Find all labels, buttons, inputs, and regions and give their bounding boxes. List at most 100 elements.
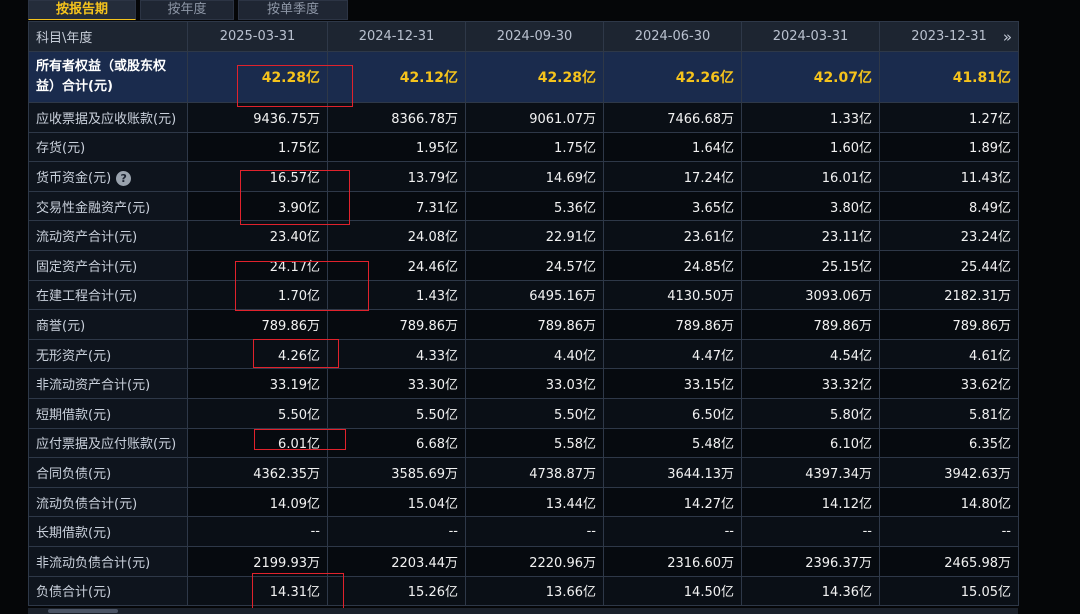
- value-cell: 6.50亿: [603, 397, 742, 429]
- value-cell: 7466.68万: [603, 102, 742, 133]
- value-cell: 3.65亿: [603, 190, 742, 222]
- double-chevron-right-icon[interactable]: »: [1002, 28, 1012, 46]
- period-header[interactable]: 2024-09-30: [465, 21, 604, 52]
- row-label: 短期借款(元): [28, 397, 188, 429]
- table-row: 非流动负债合计(元) 2199.93万 2203.44万 2220.96万 2316.6…: [28, 545, 1019, 577]
- value-cell: 1.60亿: [741, 131, 880, 163]
- header-label: 科目\年度: [28, 21, 188, 52]
- row-label-text: 非流动负债合计(元): [36, 555, 151, 571]
- table-row: 固定资产合计(元) 24.17亿 24.46亿 24.57亿 24.85亿 25.15亿 2…: [28, 249, 1019, 281]
- value-cell: 23.11亿: [741, 220, 880, 251]
- period-header[interactable]: 2024-12-31: [327, 21, 466, 52]
- value-cell: 42.12亿: [327, 51, 466, 103]
- value-cell: 23.61亿: [603, 220, 742, 251]
- value-cell: 6495.16万: [465, 279, 604, 311]
- period-header[interactable]: 2024-06-30: [603, 21, 742, 52]
- value-cell: 5.48亿: [603, 427, 742, 459]
- value-cell: 2465.98万: [879, 545, 1019, 577]
- value-cell: 2182.31万: [879, 279, 1019, 311]
- value-cell: 6.10亿: [741, 427, 880, 459]
- value-cell: 1.70亿: [187, 279, 328, 311]
- value-cell: 16.57亿: [187, 161, 328, 192]
- value-cell: 1.64亿: [603, 131, 742, 163]
- row-label-text: 短期借款(元): [36, 407, 112, 423]
- value-cell: 25.44亿: [879, 249, 1019, 281]
- table-row: 流动资产合计(元) 23.40亿 24.08亿 22.91亿 23.61亿 23.11亿 2…: [28, 220, 1019, 251]
- row-label: 流动负债合计(元): [28, 486, 188, 518]
- row-label-text: 交易性金融资产(元): [36, 200, 151, 216]
- tab-by-report-period[interactable]: 按报告期: [28, 0, 136, 20]
- table-row: 应付票据及应付账款(元) 6.01亿 6.68亿 5.58亿 5.48亿 6.10亿 6.3…: [28, 427, 1019, 459]
- value-cell: 2203.44万: [327, 545, 466, 577]
- value-cell: 17.24亿: [603, 161, 742, 192]
- row-label-text: 在建工程合计(元): [36, 289, 138, 305]
- period-header[interactable]: 2025-03-31: [187, 21, 328, 52]
- tab-by-quarter[interactable]: 按单季度: [238, 0, 348, 20]
- table-row: 存货(元) 1.75亿 1.95亿 1.75亿 1.64亿 1.60亿 1.89亿: [28, 131, 1019, 163]
- table-header-row: 科目\年度 2025-03-31 2024-12-31 2024-09-30 2…: [28, 21, 1019, 52]
- period-tabs: 按报告期 按年度 按单季度: [28, 0, 348, 20]
- value-cell: 33.30亿: [327, 368, 466, 399]
- value-cell: 5.50亿: [465, 397, 604, 429]
- balance-sheet-table: 科目\年度 2025-03-31 2024-12-31 2024-09-30 2…: [28, 21, 1019, 607]
- table-row: 长期借款(元) -- -- -- -- -- --: [28, 516, 1019, 547]
- value-cell: 3093.06万: [741, 279, 880, 311]
- value-cell: 14.50亿: [603, 575, 742, 607]
- value-cell: 24.08亿: [327, 220, 466, 251]
- value-cell: 13.79亿: [327, 161, 466, 192]
- value-cell: 2316.60万: [603, 545, 742, 577]
- value-cell: 22.91亿: [465, 220, 604, 251]
- value-cell: 33.62亿: [879, 368, 1019, 399]
- value-cell: 23.40亿: [187, 220, 328, 251]
- value-cell: 6.35亿: [879, 427, 1019, 459]
- value-cell: 1.75亿: [465, 131, 604, 163]
- value-cell: 4.54亿: [741, 338, 880, 370]
- value-cell: 14.31亿: [187, 575, 328, 607]
- value-cell: 9061.07万: [465, 102, 604, 133]
- table-row: 短期借款(元) 5.50亿 5.50亿 5.50亿 6.50亿 5.80亿 5.81亿: [28, 397, 1019, 429]
- value-cell: 16.01亿: [741, 161, 880, 192]
- row-label: 无形资产(元): [28, 338, 188, 370]
- value-cell: 789.86万: [187, 309, 328, 340]
- row-label-text: 非流动资产合计(元): [36, 378, 151, 394]
- value-cell: 4.33亿: [327, 338, 466, 370]
- value-cell: 8366.78万: [327, 102, 466, 133]
- row-label-text: 商誉(元): [36, 318, 86, 334]
- row-label-text: 所有者权益（或股东权益）合计(元): [36, 59, 167, 94]
- table-row: 交易性金融资产(元) 3.90亿 7.31亿 5.36亿 3.65亿 3.80亿 8.49亿: [28, 190, 1019, 222]
- value-cell: 5.50亿: [327, 397, 466, 429]
- table-row: 商誉(元) 789.86万 789.86万 789.86万 789.86万 789.86万…: [28, 309, 1019, 340]
- value-cell: 33.19亿: [187, 368, 328, 399]
- row-label: 在建工程合计(元): [28, 279, 188, 311]
- value-cell: 13.44亿: [465, 486, 604, 518]
- row-label: 流动资产合计(元): [28, 220, 188, 251]
- horizontal-scrollbar[interactable]: [28, 608, 1018, 614]
- value-cell: 1.75亿: [187, 131, 328, 163]
- value-cell: 14.09亿: [187, 486, 328, 518]
- question-circle-icon[interactable]: ?: [116, 170, 132, 186]
- tab-by-year[interactable]: 按年度: [140, 0, 234, 20]
- period-header[interactable]: 2024-03-31: [741, 21, 880, 52]
- row-label: 货币资金(元)?: [28, 161, 188, 192]
- value-cell: --: [741, 516, 880, 547]
- value-cell: 24.17亿: [187, 249, 328, 281]
- row-label-text: 应付票据及应付账款(元): [36, 437, 177, 453]
- value-cell: 5.58亿: [465, 427, 604, 459]
- row-label: 应付票据及应付账款(元): [28, 427, 188, 459]
- value-cell: 42.28亿: [187, 51, 328, 103]
- value-cell: 5.36亿: [465, 190, 604, 222]
- row-label: 所有者权益（或股东权益）合计(元): [28, 51, 188, 103]
- value-cell: 789.86万: [465, 309, 604, 340]
- scrollbar-thumb[interactable]: [48, 609, 118, 613]
- value-cell: 23.24亿: [879, 220, 1019, 251]
- value-cell: 1.33亿: [741, 102, 880, 133]
- value-cell: 42.07亿: [741, 51, 880, 103]
- row-label-text: 负债合计(元): [36, 585, 112, 601]
- value-cell: 3.80亿: [741, 190, 880, 222]
- value-cell: 14.12亿: [741, 486, 880, 518]
- period-header[interactable]: 2023-12-31 »: [879, 21, 1019, 52]
- row-label-text: 无形资产(元): [36, 348, 112, 364]
- table-row: 流动负债合计(元) 14.09亿 15.04亿 13.44亿 14.27亿 14.12亿 1…: [28, 486, 1019, 518]
- value-cell: 8.49亿: [879, 190, 1019, 222]
